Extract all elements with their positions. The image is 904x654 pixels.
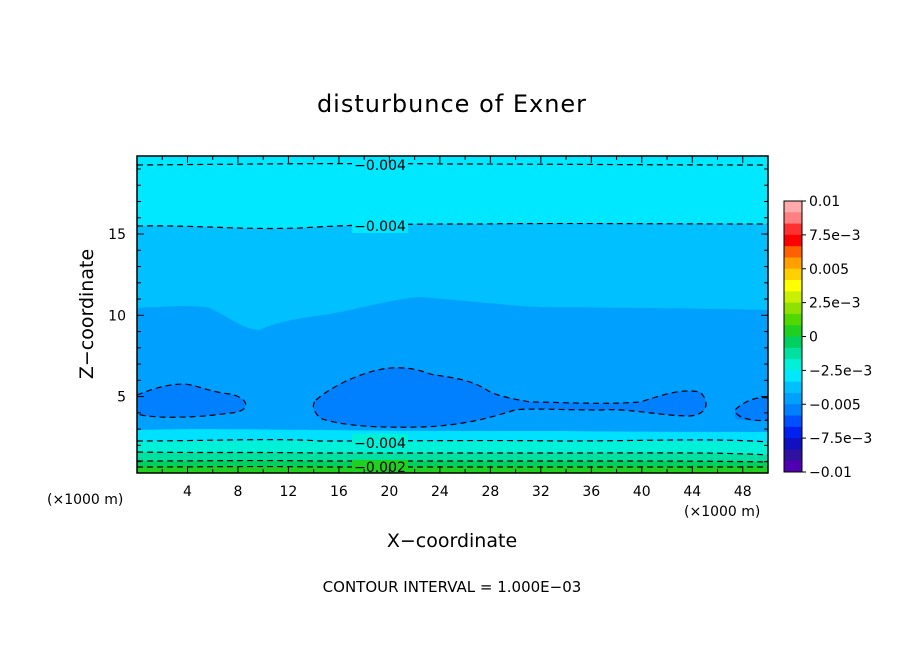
contour-label: −0.004 [354, 219, 406, 235]
colorbar-swatch [784, 347, 802, 360]
contour-label: −0.002 [354, 460, 406, 476]
chart-title: disturbunce of Exner [317, 90, 587, 118]
x-unit-left: (×1000 m) [47, 492, 123, 508]
band-bottom-5 [137, 466, 768, 473]
colorbar-swatch [784, 257, 802, 270]
colorbar-swatch [784, 280, 802, 292]
colorbar-label: −0.005 [809, 397, 861, 413]
y-tick-label: 15 [108, 227, 126, 243]
contour-interval-note: CONTOUR INTERVAL = 1.000E−03 [323, 578, 582, 596]
contour-lines [137, 162, 768, 468]
colorbar-swatch [784, 449, 802, 462]
contour-line [734, 396, 768, 422]
y-tick-label: 10 [108, 308, 126, 324]
colorbar-label: −2.5e−3 [809, 363, 872, 379]
colorbar-swatch [784, 426, 802, 439]
contour-label-bg [352, 434, 408, 450]
colorbar-labels: 0.01 7.5e−3 0.005 2.5e−3 0 −2.5e−3 −0.005 −7.5e… [802, 194, 872, 481]
contour-line [137, 222, 768, 230]
contour-label-bg [352, 216, 408, 233]
contour-label-bg [352, 460, 408, 473]
colorbar-swatch [784, 404, 802, 417]
x-tick-label: 28 [481, 484, 499, 500]
y-axis-label: Z−coordinate [76, 249, 98, 379]
x-tick-label: 24 [431, 484, 449, 500]
colorbar-swatch [784, 336, 802, 349]
colorbar-swatch [784, 212, 802, 225]
colorbar-swatch [784, 246, 802, 258]
colorbar-label: 0.01 [809, 194, 840, 210]
contour-label-bg [352, 156, 408, 173]
x-tick-label: 8 [233, 484, 242, 500]
contour-label: −0.004 [354, 158, 406, 174]
contour-line [137, 162, 768, 166]
x-tick-label: 20 [380, 484, 398, 500]
contour-label: −0.004 [354, 436, 406, 452]
x-tick-label: 40 [633, 484, 651, 500]
tick-marks [137, 156, 768, 473]
colorbar-swatch [784, 359, 802, 371]
colorbar-swatch [784, 325, 802, 337]
plot-frame [136, 155, 769, 474]
colorbar-swatch [784, 381, 802, 394]
colorbar-swatch [784, 460, 802, 473]
x-axis-label: X−coordinate [387, 530, 517, 552]
band-blob-right [735, 397, 768, 421]
colorbar-swatch [784, 268, 802, 281]
colorbar-swatch [784, 302, 802, 315]
colorbar-label: 7.5e−3 [809, 228, 861, 244]
colorbar-label: 0 [809, 330, 818, 346]
x-tick-label: 48 [734, 484, 752, 500]
x-tick-label: 4 [183, 484, 192, 500]
colorbar-swatch [784, 438, 802, 450]
x-tick-label: 36 [582, 484, 600, 500]
y-tick-label: 5 [117, 390, 126, 406]
colorbar-label: 0.005 [809, 262, 849, 278]
colorbar [783, 200, 803, 473]
colorbar-label: 2.5e−3 [809, 296, 861, 312]
x-tick-labels: 4 8 12 16 20 24 28 32 36 40 44 48 [183, 484, 752, 500]
x-tick-label: 44 [683, 484, 701, 500]
plot-area: −0.004 −0.004 −0.004 −0.002 [137, 156, 768, 476]
colorbar-swatch [784, 313, 802, 326]
x-tick-label: 16 [330, 484, 348, 500]
contour-line [312, 367, 707, 428]
colorbar-swatch [784, 370, 802, 383]
colorbar-swatch [784, 223, 802, 236]
colorbar-label: −7.5e−3 [809, 431, 872, 447]
colorbar-swatch [784, 201, 802, 213]
colorbar-swatch [784, 392, 802, 405]
x-tick-label: 12 [280, 484, 298, 500]
x-tick-label: 32 [532, 484, 550, 500]
colorbar-swatch [784, 291, 802, 304]
colorbar-swatch [784, 234, 802, 247]
x-unit-right: (×1000 m) [684, 504, 760, 520]
colorbar-swatch [784, 415, 802, 428]
colorbar-label: −0.01 [809, 465, 852, 481]
band-blob-center [313, 367, 707, 428]
y-tick-labels: 5 10 15 [108, 227, 126, 406]
